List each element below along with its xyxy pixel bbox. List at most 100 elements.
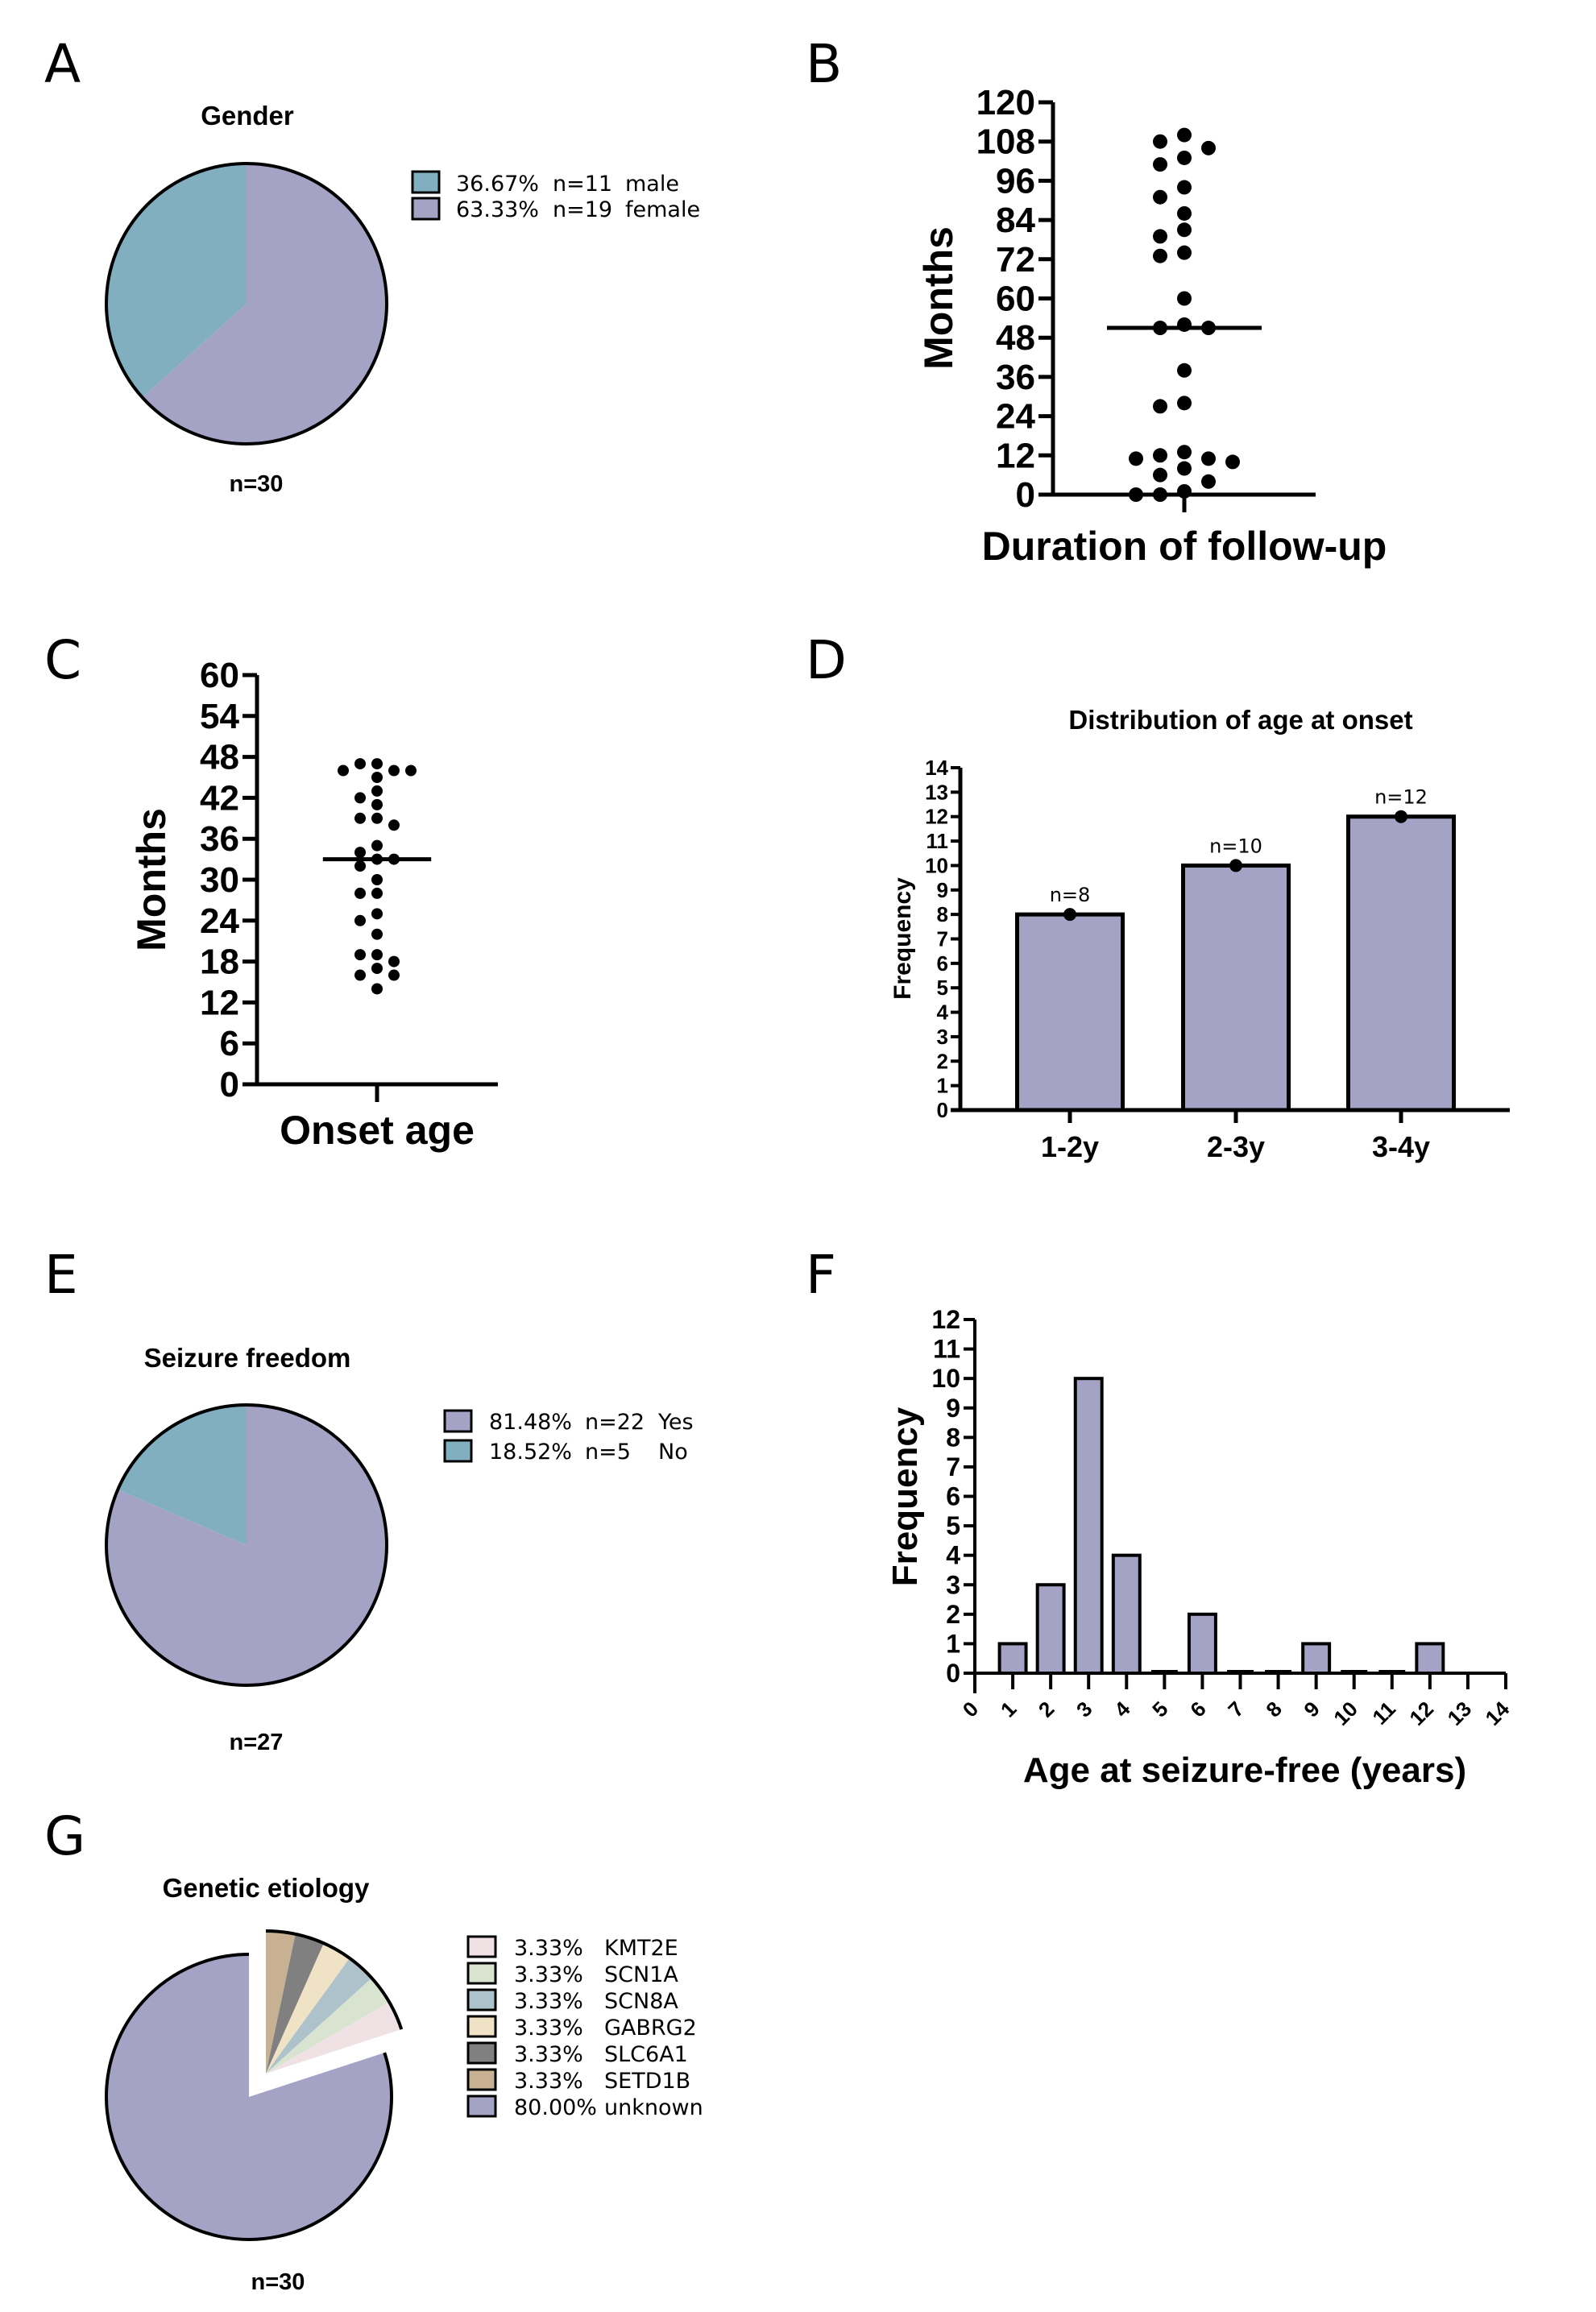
bar bbox=[1181, 863, 1291, 1112]
legend-percent: 3.33% bbox=[514, 2042, 583, 2067]
bar bbox=[997, 1642, 1028, 1675]
y-tick-label: 24 bbox=[996, 397, 1035, 437]
legend-item-no: 18.52% n=5 No bbox=[443, 1439, 688, 1465]
legend-item-unknown: 80.00% unknown bbox=[466, 2094, 703, 2120]
y-tick-label: 72 bbox=[996, 240, 1035, 280]
data-point bbox=[1153, 321, 1167, 336]
x-tick-label: 1 bbox=[996, 1697, 1021, 1722]
pie-outline-main bbox=[105, 1953, 393, 2241]
y-tick-label: 4 bbox=[946, 1541, 960, 1570]
y-tick-label: 7 bbox=[946, 1452, 960, 1481]
y-tick-label: 11 bbox=[933, 1335, 960, 1364]
panel-a-gender-pie: Gender 36.67% n=11 male 63.33% n=19 fema… bbox=[105, 101, 700, 497]
x-tick-label: 6 bbox=[1185, 1697, 1210, 1722]
data-label: n=12 bbox=[1374, 786, 1428, 809]
bar bbox=[1015, 912, 1125, 1112]
legend-label: SLC6A1 bbox=[604, 2042, 688, 2067]
data-point bbox=[354, 887, 366, 899]
pie-slice-kmt2e bbox=[266, 2002, 402, 2074]
y-tick-label: 0 bbox=[1016, 475, 1035, 515]
bar bbox=[1111, 1553, 1142, 1675]
y-tick-label: 3 bbox=[937, 1025, 948, 1049]
data-point bbox=[1177, 127, 1192, 143]
y-tick-label: 48 bbox=[996, 318, 1035, 358]
data-point bbox=[1225, 454, 1240, 470]
data-point bbox=[1153, 399, 1167, 414]
legend-percent: 18.52% bbox=[489, 1440, 572, 1465]
data-point bbox=[1201, 451, 1216, 466]
y-tick-label: 2 bbox=[946, 1600, 960, 1629]
panel-letter-c: C bbox=[44, 629, 81, 691]
legend-percent: 63.33% bbox=[456, 197, 539, 222]
x-tick-labels: 0 1 2 3 4 5 6 7 8 9 10 11 12 13 14 bbox=[958, 1697, 1515, 1730]
y-tick-label: 9 bbox=[946, 1394, 960, 1423]
legend-swatch bbox=[411, 197, 441, 221]
data-point bbox=[371, 839, 383, 851]
y-axis-title: Frequency bbox=[889, 877, 916, 1000]
legend-item-yes: 81.48% n=22 Yes bbox=[443, 1409, 694, 1435]
data-point bbox=[354, 914, 366, 926]
data-point bbox=[354, 969, 366, 981]
y-tick-label: 10 bbox=[931, 1364, 960, 1393]
data-point bbox=[371, 772, 383, 783]
panel-letter-g: G bbox=[44, 1805, 85, 1867]
data-point bbox=[354, 758, 366, 770]
sample-size-label: n=27 bbox=[230, 1730, 284, 1755]
legend-swatch bbox=[443, 1439, 473, 1463]
pie-slice-slc6a1 bbox=[266, 1933, 324, 2074]
data-point bbox=[371, 853, 383, 865]
data-point bbox=[371, 758, 383, 770]
x-tick-label: 1-2y bbox=[1041, 1130, 1099, 1163]
y-tick-label: 36 bbox=[996, 358, 1035, 397]
panel-e-seizure-freedom-pie: Seizure freedom 81.48% n=22 Yes 18.52% n… bbox=[105, 1343, 694, 1755]
legend-count: n=5 bbox=[585, 1440, 631, 1465]
data-point bbox=[388, 969, 400, 981]
data-point bbox=[1177, 291, 1192, 306]
legend-count: n=22 bbox=[585, 1410, 645, 1435]
y-tick-label: 2 bbox=[937, 1049, 948, 1073]
legend: 81.48% n=22 Yes 18.52% n=5 No bbox=[443, 1409, 694, 1465]
data-point bbox=[1177, 363, 1192, 378]
y-tick-label: 30 bbox=[200, 860, 239, 900]
legend-item-scn1a: 3.33% SCN1A bbox=[466, 1962, 678, 1987]
legend-label: SETD1B bbox=[604, 2069, 690, 2094]
x-tick-label: 10 bbox=[1329, 1697, 1362, 1730]
y-tick-label: 8 bbox=[946, 1423, 960, 1452]
chart-title: Distribution of age at onset bbox=[1068, 705, 1412, 735]
sample-size-label: n=30 bbox=[230, 471, 284, 497]
legend-label: No bbox=[658, 1440, 688, 1465]
legend-swatch bbox=[466, 2094, 497, 2118]
y-tick-label: 6 bbox=[937, 951, 948, 976]
chart-title: Gender bbox=[201, 101, 294, 131]
legend-swatch bbox=[411, 170, 441, 194]
axes bbox=[243, 673, 498, 1102]
chart-title: Seizure freedom bbox=[144, 1343, 351, 1373]
data-point bbox=[1177, 205, 1192, 221]
data-point bbox=[371, 785, 383, 797]
data-point bbox=[1129, 487, 1143, 502]
legend-item-male: 36.67% n=11 male bbox=[411, 170, 679, 197]
data-point bbox=[1177, 245, 1192, 260]
data-point bbox=[371, 928, 383, 940]
bar-point bbox=[1063, 908, 1076, 922]
data-point bbox=[371, 812, 383, 824]
pie-slice-unknown bbox=[106, 1954, 392, 2239]
bar bbox=[1187, 1612, 1217, 1676]
legend-percent: 3.33% bbox=[514, 1962, 583, 1987]
data-point bbox=[1153, 229, 1167, 244]
y-tick-label: 60 bbox=[996, 280, 1035, 319]
axes bbox=[1038, 100, 1316, 512]
data-point bbox=[371, 963, 383, 975]
pie-slice-setd1b bbox=[266, 1931, 296, 2074]
x-tick-label: 3-4y bbox=[1372, 1130, 1430, 1163]
y-tick-label: 42 bbox=[200, 778, 239, 818]
y-tick-label: 0 bbox=[220, 1065, 239, 1104]
y-tick-label: 24 bbox=[200, 901, 239, 941]
legend-label: SCN1A bbox=[604, 1962, 678, 1987]
bar-point bbox=[1395, 810, 1407, 823]
legend-item-setd1b: 3.33% SETD1B bbox=[466, 2068, 690, 2094]
data-point bbox=[354, 860, 366, 872]
